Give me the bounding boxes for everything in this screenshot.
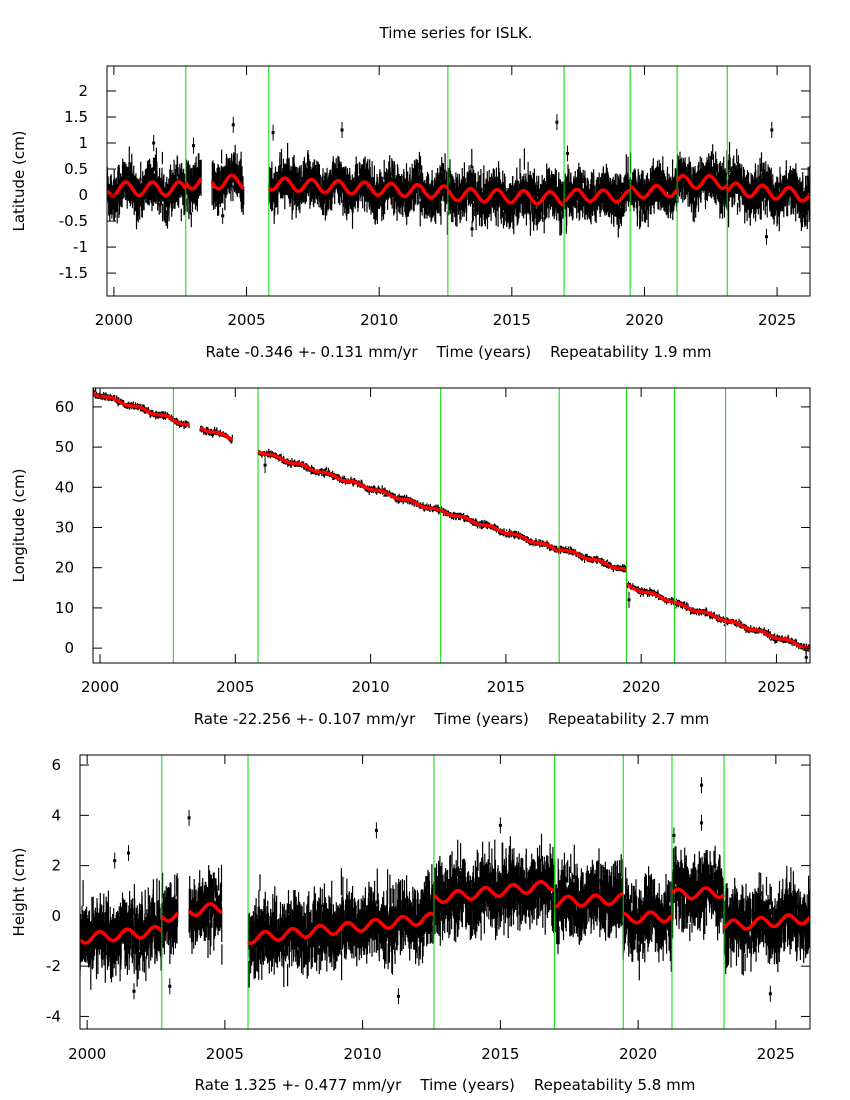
model-curve: [625, 582, 675, 604]
x-tick-label: 2000: [81, 678, 119, 696]
y-tick-label: 10: [55, 599, 74, 617]
y-tick-label: -4: [46, 1007, 61, 1025]
y-axis-label: Height (cm): [10, 848, 28, 937]
x-tick-label: 2020: [619, 1045, 657, 1063]
x-tick-label: 2025: [757, 1045, 795, 1063]
model-curve: [675, 174, 729, 191]
x-tick-label: 2020: [625, 311, 663, 329]
plot-frame: [106, 65, 811, 297]
x-tick-label: 2000: [68, 1045, 106, 1063]
model-curve: [184, 177, 203, 191]
data-error-bars: [107, 142, 810, 238]
y-axis-label: Longitude (cm): [10, 469, 28, 583]
x-axis-label: Rate -22.256 +- 0.107 mm/yr Time (years)…: [194, 710, 710, 728]
y-axis-label: Latitude (cm): [10, 130, 28, 231]
model-curve: [446, 186, 565, 207]
y-tick-label: 1: [78, 134, 88, 152]
x-tick-label: 2010: [352, 678, 390, 696]
y-tick-label: 2: [78, 82, 88, 100]
model-curve: [623, 910, 674, 925]
y-tick-label: 0: [51, 907, 61, 925]
model-curve: [674, 601, 726, 623]
x-tick-label: 2005: [227, 311, 265, 329]
model-curve: [93, 391, 175, 421]
model-curve: [80, 924, 163, 945]
x-tick-label: 2010: [360, 311, 398, 329]
x-tick-label: 2010: [344, 1045, 382, 1063]
y-tick-label: 6: [51, 756, 61, 774]
x-tick-label: 2000: [95, 311, 133, 329]
model-curve: [722, 913, 810, 931]
panel-latitude: 2000 2005 2010 2015 2020 2025 -1.5 -1 -0.5 0 0.5 1 1…: [10, 65, 811, 361]
model-curve: [725, 619, 810, 650]
y-tick-label: 1.5: [64, 108, 88, 126]
x-tick-label: 2015: [493, 311, 531, 329]
y-tick-label: 2: [51, 857, 61, 875]
chart-title: Time series for ISLK.: [379, 24, 533, 42]
y-tick-label: 20: [55, 559, 74, 577]
y-tick-label: 4: [51, 806, 61, 824]
plot-frame: [79, 754, 811, 1030]
x-axis-label: Rate 1.325 +- 0.477 mm/yr Time (years) R…: [195, 1076, 696, 1094]
y-tick-label: -1: [73, 238, 88, 256]
model-curve: [725, 181, 810, 203]
x-tick-label: 2025: [757, 678, 795, 696]
model-curve: [160, 911, 179, 923]
y-tick-label: 60: [55, 398, 74, 416]
model-curve: [563, 187, 631, 204]
model-curve: [107, 180, 187, 198]
model-curve: [432, 879, 555, 904]
model-curve: [670, 886, 726, 901]
plot-frame: [92, 387, 811, 664]
model-curve: [439, 508, 560, 553]
model-curve: [257, 450, 442, 513]
y-tick-label: 0: [64, 639, 74, 657]
model-curve: [199, 426, 234, 442]
model-curve: [210, 173, 245, 191]
model-curve: [187, 902, 223, 918]
x-tick-label: 2015: [487, 678, 525, 696]
y-tick-label: 0.5: [64, 160, 88, 178]
x-tick-label: 2020: [622, 678, 660, 696]
x-tick-label: 2025: [758, 311, 796, 329]
y-tick-label: -1.5: [59, 264, 88, 282]
model-curve: [267, 176, 449, 200]
y-tick-label: -0.5: [59, 212, 88, 230]
x-tick-label: 2005: [216, 678, 254, 696]
y-tick-label: 30: [55, 519, 74, 537]
x-tick-label: 2005: [206, 1045, 244, 1063]
model-curve: [172, 418, 190, 427]
x-tick-label: 2015: [481, 1045, 519, 1063]
model-curve: [558, 547, 627, 572]
model-curve: [554, 892, 624, 909]
y-tick-label: -2: [46, 957, 61, 975]
x-axis-label: Rate -0.346 +- 0.131 mm/yr Time (years) …: [205, 343, 711, 361]
panel-longitude: 2000 2005 2010 2015 2020 2025 0 10 20 30 40 50 60 Lon…: [10, 387, 811, 728]
panel-height: 2000 2005 2010 2015 2020 2025 -4 -2 0 2 4 6 Height (…: [10, 754, 811, 1094]
y-tick-label: 40: [55, 478, 74, 496]
model-curve: [629, 183, 679, 200]
model-curve: [247, 911, 435, 945]
y-tick-label: 0: [78, 186, 88, 204]
y-tick-label: 50: [55, 438, 74, 456]
